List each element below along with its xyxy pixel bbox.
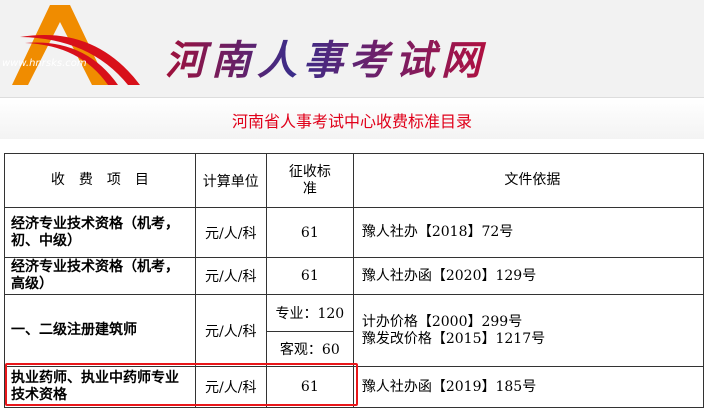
basis-cell: 豫人社办函【2019】185号	[352, 366, 704, 408]
fee-professional-cell: 专业：120	[265, 294, 354, 332]
unit-cell: 元/人/科	[194, 294, 267, 367]
svg-text:www.hnrsks.com: www.hnrsks.com	[2, 58, 87, 69]
table-row: 执业药师、执业中药师专业技术资格 元/人/科 61 豫人社办函【2019】185…	[4, 366, 704, 408]
basis-cell: 豫人社办函【2020】129号	[352, 257, 704, 295]
site-header: www.hnrsks.com 河南人事考试网	[0, 0, 704, 98]
item-cell: 一、二级注册建筑师	[4, 294, 196, 367]
unit-cell: 元/人/科	[194, 257, 267, 295]
page-title: 河南省人事考试中心收费标准目录	[231, 112, 472, 131]
fee-table: 收 费 项 目 计算单位 征收标准 文件依据 经济专业技术资格（机考，初、中级）…	[4, 153, 704, 408]
table-row: 一、二级注册建筑师 元/人/科 专业：120 计办价格【2000】299号 豫发…	[4, 294, 704, 367]
logo[interactable]: www.hnrsks.com	[0, 0, 200, 90]
item-cell: 经济专业技术资格（机考，高级）	[4, 257, 196, 295]
basis-cell: 计办价格【2000】299号 豫发改价格【2015】1217号	[352, 294, 704, 367]
header-fee: 征收标准	[265, 153, 354, 208]
unit-cell: 元/人/科	[194, 366, 267, 408]
table-row: 经济专业技术资格（机考，初、中级） 元/人/科 61 豫人社办【2018】72号	[4, 207, 704, 258]
table-row: 经济专业技术资格（机考，高级） 元/人/科 61 豫人社办函【2020】129号	[4, 257, 704, 295]
basis-line: 计办价格【2000】299号	[361, 313, 523, 330]
fee-cell: 61	[265, 207, 354, 258]
basis-cell: 豫人社办【2018】72号	[352, 207, 704, 258]
header-basis: 文件依据	[352, 153, 704, 208]
item-cell: 经济专业技术资格（机考，初、中级）	[4, 207, 196, 258]
item-cell: 执业药师、执业中药师专业技术资格	[4, 366, 196, 408]
basis-line: 豫发改价格【2015】1217号	[361, 330, 546, 347]
table-header-row: 收 费 项 目 计算单位 征收标准 文件依据	[4, 153, 704, 208]
site-title: 河南人事考试网	[165, 28, 487, 86]
fee-objective-cell: 客观：60	[265, 331, 354, 367]
header-unit: 计算单位	[194, 153, 267, 208]
unit-cell: 元/人/科	[194, 207, 267, 258]
fee-cell: 61	[265, 257, 354, 295]
table-row: 客观：60	[5, 331, 704, 367]
fee-cell: 61	[265, 366, 354, 408]
title-band	[0, 99, 704, 139]
header-item: 收 费 项 目	[4, 153, 196, 208]
